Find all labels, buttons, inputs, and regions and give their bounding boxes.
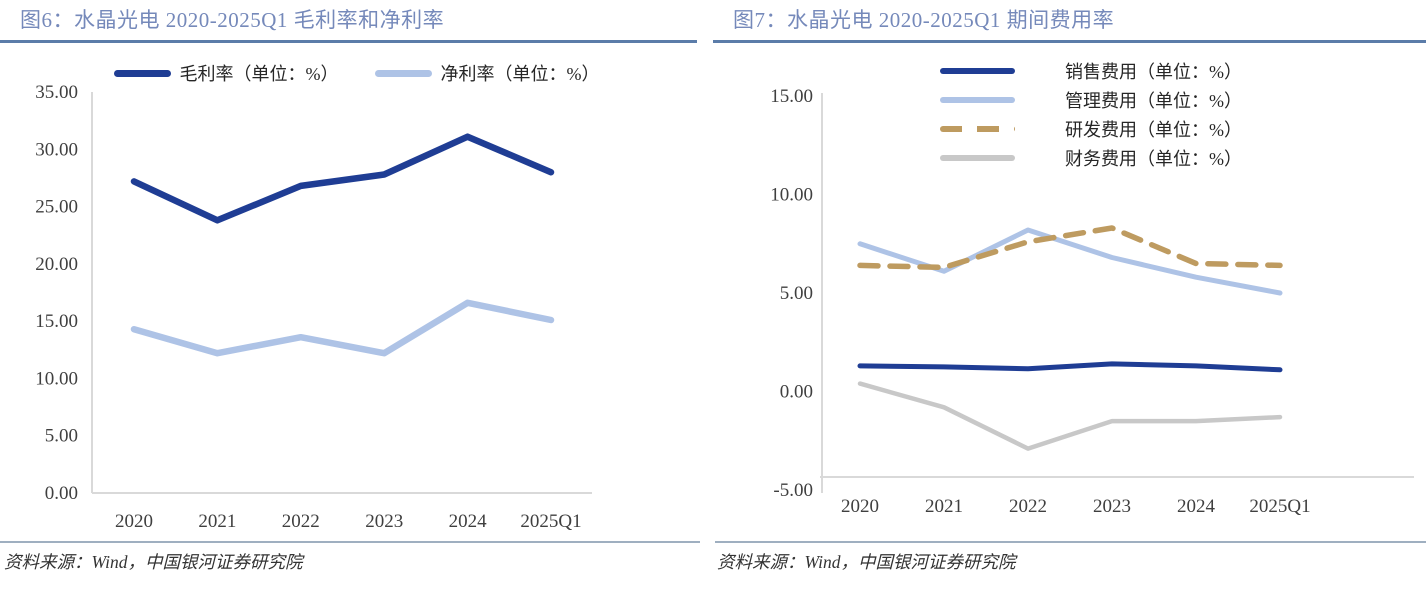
figure7-legend: 销售费用（单位：%） 管理费用（单位：%） 研发费用（单位：%） 财务费用（单位… (940, 56, 1242, 172)
y-tick-label: 5.00 (45, 426, 78, 447)
gross-margin-legend-label: 毛利率（单位：%） (179, 64, 339, 84)
y-tick-label: 35.00 (35, 82, 78, 103)
y-tick-label: 10.00 (770, 185, 813, 206)
legend-item-finance-expense: 财务费用（单位：%） (940, 143, 1242, 172)
y-tick-label: 20.00 (35, 254, 78, 275)
x-tick-label: 2023 (1093, 496, 1131, 517)
x-tick-label: 2024 (1177, 496, 1216, 517)
legend-item-selling-expense: 销售费用（单位：%） (940, 56, 1242, 85)
y-tick-label: 25.00 (35, 197, 78, 218)
figure6-title: 图6：水晶光电 2020-2025Q1 毛利率和净利率 (20, 8, 445, 32)
figure7-footer-rule (715, 541, 1426, 543)
legend-item-rnd-expense: 研发费用（单位：%） (940, 114, 1242, 143)
y-tick-label: 0.00 (780, 382, 813, 403)
x-tick-label: 2020 (115, 511, 153, 532)
figure6-legend: 毛利率（单位：%） 净利率（单位：%） (0, 60, 713, 86)
x-tick-label: 2021 (925, 496, 963, 517)
y-tick-label: 10.00 (35, 368, 78, 389)
net-margin-legend-label: 净利率（单位：%） (440, 64, 600, 84)
series-line-1 (130, 299, 555, 357)
finance-expense-line-swatch (940, 154, 1015, 161)
x-tick-label: 2022 (282, 511, 320, 532)
series-line-2 (857, 225, 1283, 271)
figure7-plot-area: -5.00 0.00 5.00 10.00 15.00 2020 2021 2022 2023 2… (770, 86, 1414, 517)
x-tick-label: 2023 (365, 511, 403, 532)
y-tick-label: 0.00 (45, 483, 78, 504)
x-tick-label: 2020 (841, 496, 879, 517)
admin-expense-legend-label: 管理费用（单位：%） (1065, 90, 1242, 111)
y-tick-label: 30.00 (35, 139, 78, 160)
x-tick-label: 2024 (449, 511, 488, 532)
figure6-plot-area: 0.00 5.00 10.00 15.00 20.00 25.00 30.00 35.00 20… (35, 82, 592, 532)
y-tick-label: -5.00 (773, 480, 813, 501)
x-tick-label: 2025Q1 (1249, 496, 1310, 517)
y-tick-label: 5.00 (780, 283, 813, 304)
rnd-expense-line-swatch (940, 125, 1015, 132)
selling-expense-legend-label: 销售费用（单位：%） (1065, 61, 1242, 82)
figure6-panel: 图6：水晶光电 2020-2025Q1 毛利率和净利率 毛利率（单位：%） 净利… (0, 8, 713, 572)
figure7-source-note: 资料来源：Wind，中国银河证券研究院 (717, 552, 1016, 572)
figure6-source-note: 资料来源：Wind，中国银河证券研究院 (4, 552, 303, 572)
x-tick-label: 2025Q1 (520, 511, 581, 532)
figure7-title-rule (713, 40, 1426, 43)
y-tick-label: 15.00 (770, 86, 813, 107)
figure6-title-rule (0, 40, 697, 43)
series-line-0 (130, 133, 555, 224)
series-line-0 (857, 361, 1283, 373)
x-tick-label: 2022 (1009, 496, 1047, 517)
y-tick-label: 15.00 (35, 311, 78, 332)
x-tick-label: 2021 (198, 511, 236, 532)
net-margin-line-swatch (374, 69, 432, 77)
admin-expense-line-swatch (940, 96, 1015, 103)
legend-item-admin-expense: 管理费用（单位：%） (940, 85, 1242, 114)
finance-expense-legend-label: 财务费用（单位：%） (1065, 148, 1242, 169)
legend-item-net-margin: 净利率（单位：%） (374, 60, 600, 86)
figure6-footer-rule (0, 541, 700, 543)
series-line-3 (857, 381, 1283, 451)
rnd-expense-legend-label: 研发费用（单位：%） (1065, 119, 1242, 140)
gross-margin-line-swatch (113, 69, 171, 77)
figure7-title: 图7：水晶光电 2020-2025Q1 期间费用率 (733, 8, 1115, 32)
selling-expense-line-swatch (940, 67, 1015, 74)
figure7-panel: 图7：水晶光电 2020-2025Q1 期间费用率 销售费用（单位：%） 管理费… (713, 0, 1426, 589)
legend-item-gross-margin: 毛利率（单位：%） (113, 60, 339, 86)
